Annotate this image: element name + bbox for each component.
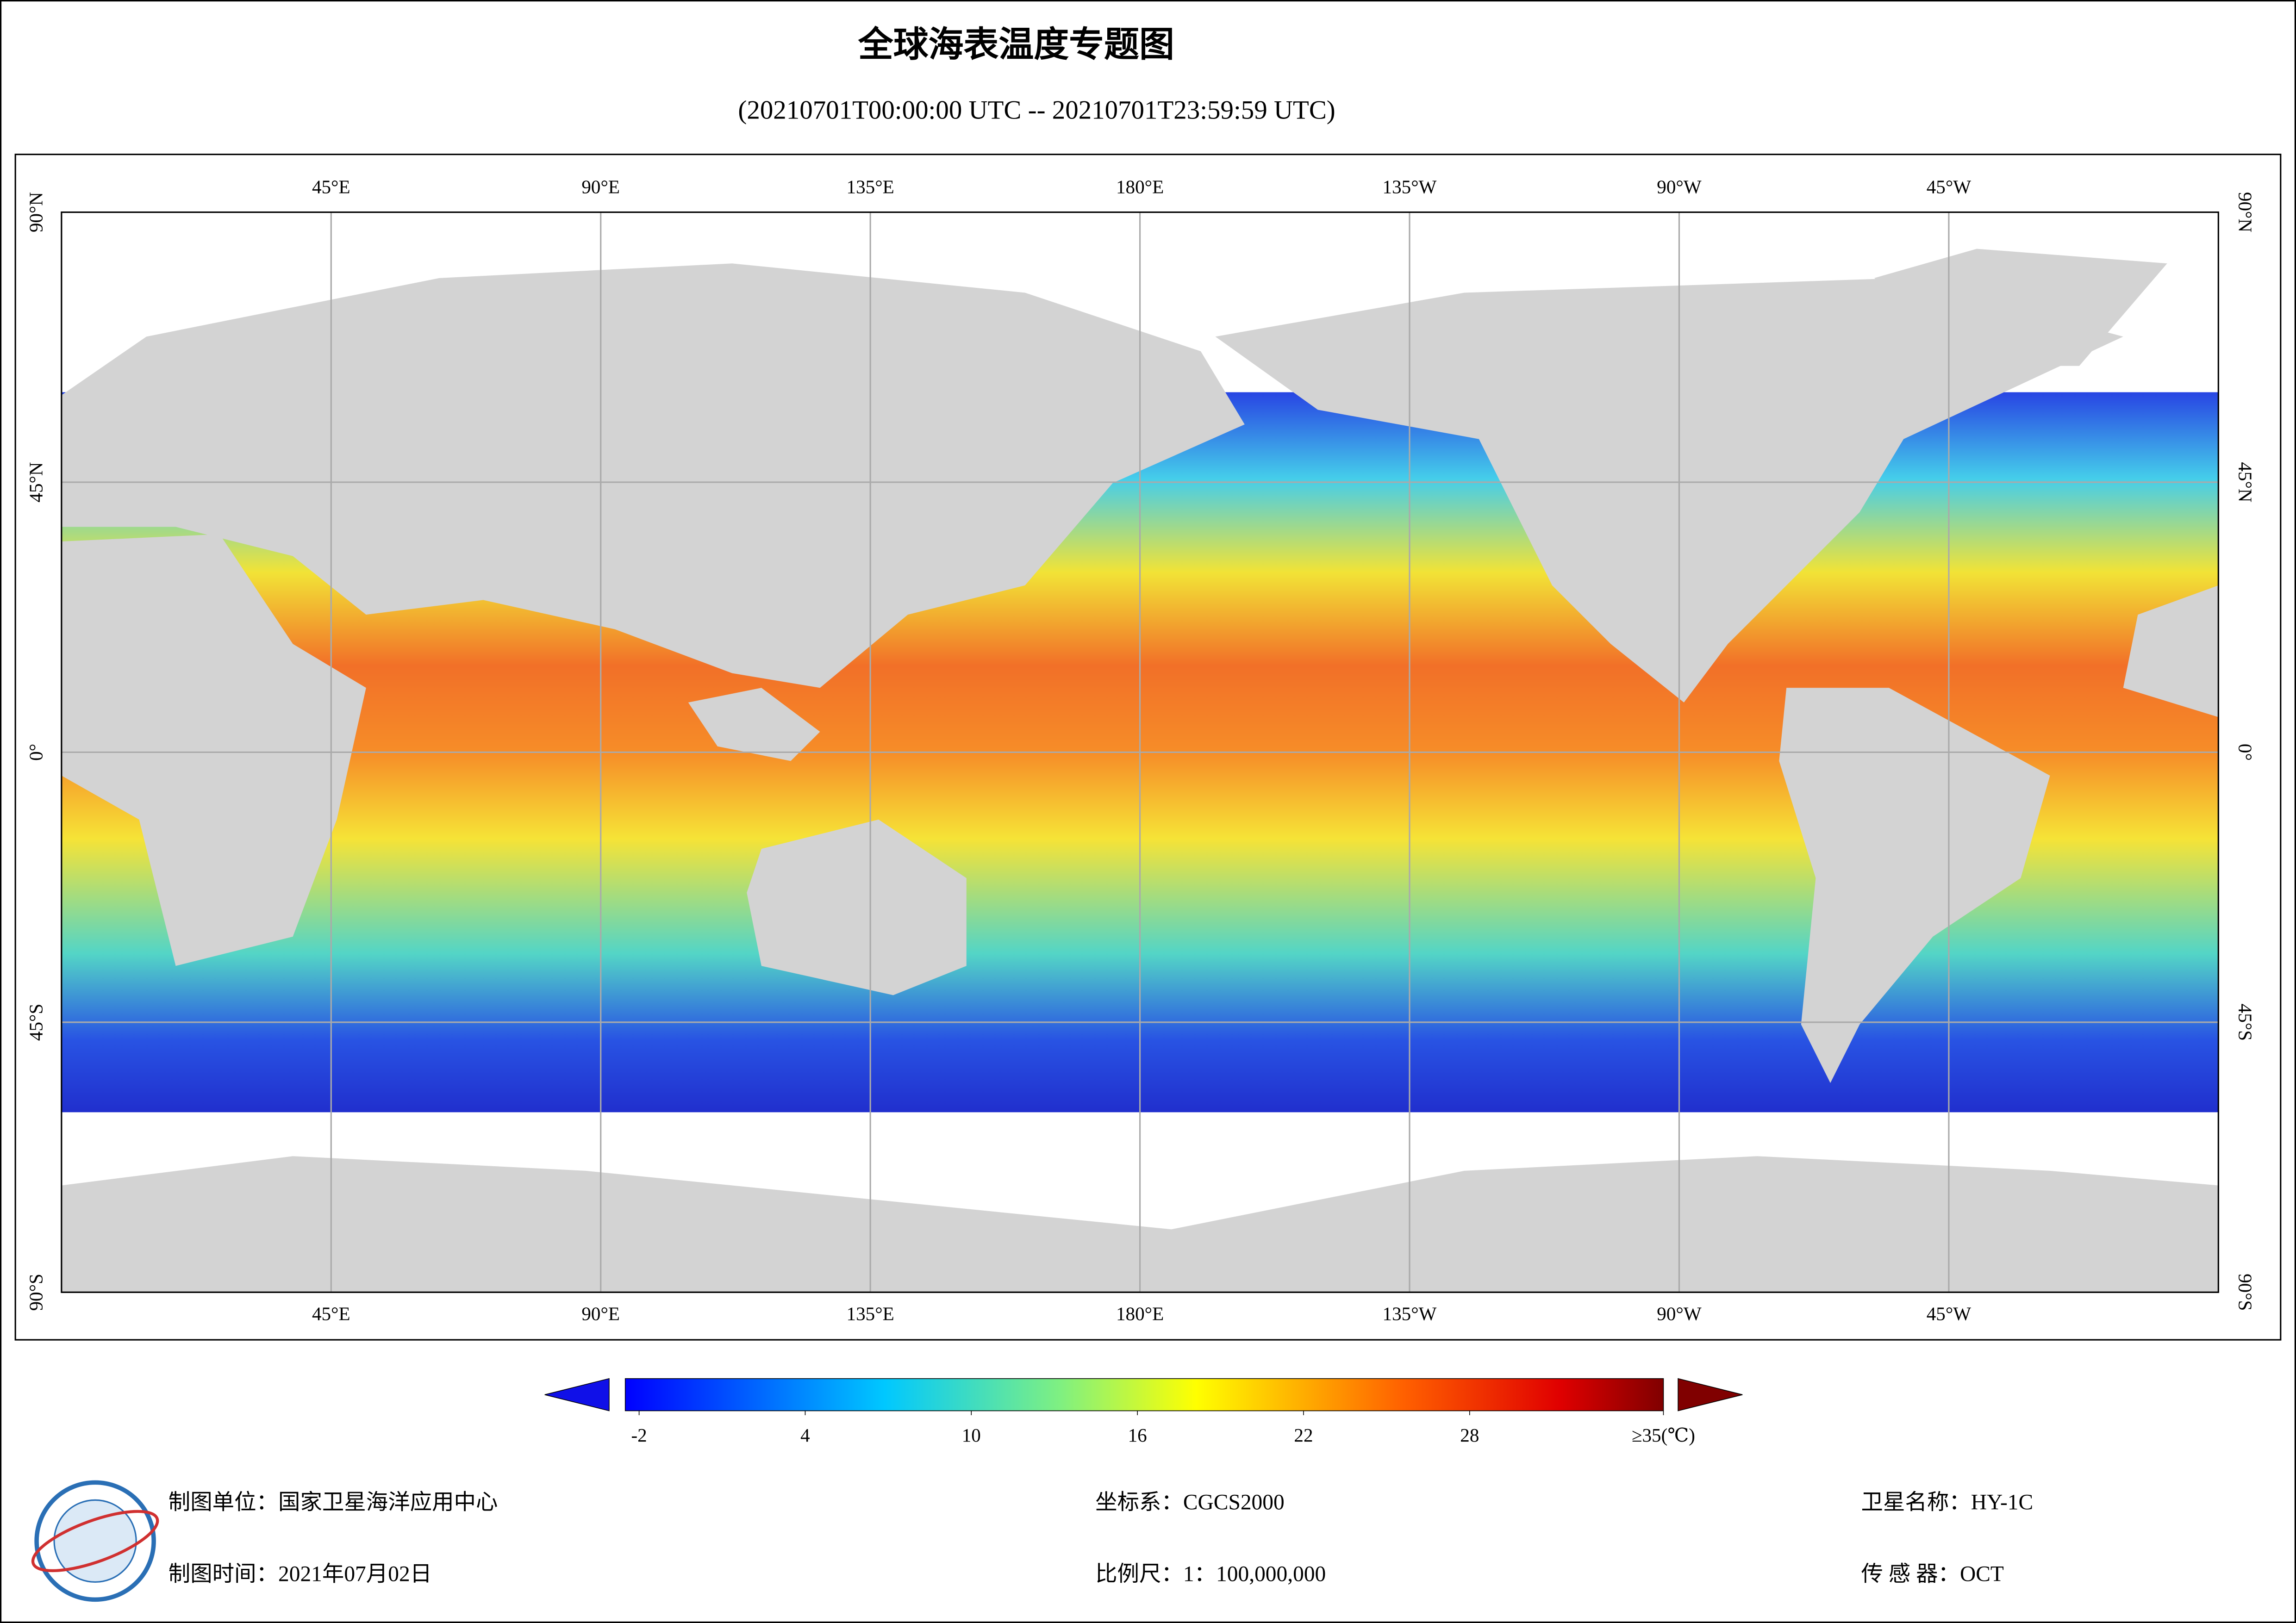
lon-label-bottom: 45°W bbox=[1927, 1303, 1972, 1324]
lon-label-top: 90°W bbox=[1657, 176, 1702, 197]
crs: 坐标系：CGCS2000 bbox=[1095, 1491, 1285, 1515]
lat-label-right: 0° bbox=[2235, 744, 2256, 761]
colorbar-ramp bbox=[624, 1378, 1664, 1412]
colorbar: -2 4 10 16 22 28 ≥35(℃) bbox=[544, 1378, 1743, 1446]
lon-label-bottom: 180°E bbox=[1116, 1303, 1164, 1324]
lon-label-top: 45°W bbox=[1927, 176, 1972, 197]
satellite: 卫星名称：HY-1C bbox=[1861, 1491, 2034, 1515]
lat-label-left: 45°S bbox=[25, 1004, 47, 1041]
lat-label-right: 90°N bbox=[2235, 192, 2256, 232]
scale: 比例尺：1：100,000,000 bbox=[1095, 1562, 1326, 1586]
map-inner-frame bbox=[61, 211, 2219, 1293]
lat-label-left: 0° bbox=[25, 744, 47, 761]
lat-label-left: 90°S bbox=[25, 1274, 47, 1311]
lon-label-bottom: 90°E bbox=[581, 1303, 620, 1324]
logo-orbit bbox=[31, 1510, 159, 1573]
colorbar-over-arrow bbox=[1678, 1378, 1743, 1412]
lon-label-bottom: 135°W bbox=[1383, 1303, 1437, 1324]
colorbar-tick-label: 28 bbox=[1460, 1424, 1479, 1446]
colorbar-tick-label: 22 bbox=[1294, 1424, 1313, 1446]
colorbar-tick-label: 4 bbox=[800, 1424, 810, 1446]
lon-label-top: 90°E bbox=[581, 176, 620, 197]
lon-label-bottom: 90°W bbox=[1657, 1303, 1702, 1324]
lat-label-left: 45°N bbox=[25, 462, 47, 502]
colorbar-under-arrow bbox=[544, 1378, 610, 1412]
lon-label-top: 45°E bbox=[312, 176, 350, 197]
sensor: 传 感 器：OCT bbox=[1861, 1562, 2004, 1586]
producer: 制图单位：国家卫星海洋应用中心 bbox=[168, 1491, 498, 1515]
colorbar-tick-label: 16 bbox=[1128, 1424, 1147, 1446]
lon-label-top: 135°E bbox=[847, 176, 894, 197]
colorbar-tick-label: ≥35(℃) bbox=[1632, 1424, 1695, 1446]
colorbar-tick-label: -2 bbox=[631, 1424, 647, 1446]
map-date: 制图时间：2021年07月02日 bbox=[168, 1562, 432, 1586]
map-frame bbox=[14, 154, 2282, 1341]
lon-label-top: 180°E bbox=[1116, 176, 1164, 197]
lat-label-right: 90°S bbox=[2235, 1274, 2256, 1311]
lon-label-bottom: 45°E bbox=[312, 1303, 350, 1324]
lat-label-right: 45°N bbox=[2235, 462, 2256, 502]
logo-core bbox=[53, 1499, 137, 1583]
subtitle: (20210701T00:00:00 UTC -- 20210701T23:59… bbox=[738, 96, 1335, 125]
map bbox=[61, 211, 2219, 1293]
colorbar-tick-label: 10 bbox=[962, 1424, 981, 1446]
lat-label-left: 90°N bbox=[25, 192, 47, 232]
lon-label-top: 135°W bbox=[1383, 176, 1437, 197]
title: 全球海表温度专题图 bbox=[858, 25, 1174, 64]
lat-label-right: 45°S bbox=[2235, 1004, 2256, 1041]
logo bbox=[31, 1480, 159, 1602]
lon-label-bottom: 135°E bbox=[847, 1303, 894, 1324]
